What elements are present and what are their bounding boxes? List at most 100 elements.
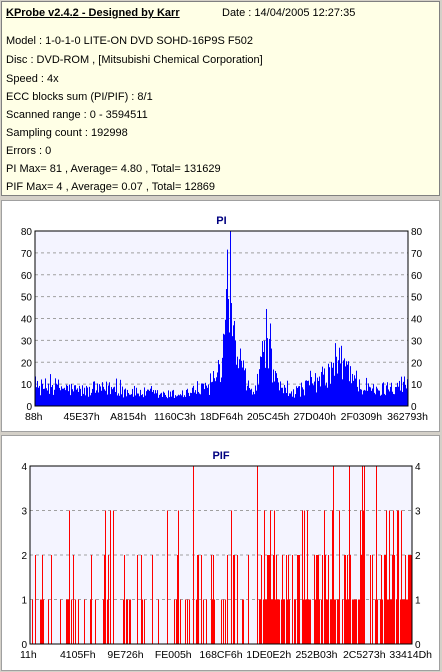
x-tick-label: 2F0309h: [341, 411, 383, 423]
data-bar: [254, 394, 255, 406]
data-bar: [389, 391, 390, 406]
data-bar: [192, 387, 193, 406]
data-bar: [266, 308, 267, 406]
data-bar: [391, 382, 392, 406]
data-bar: [64, 387, 65, 406]
data-bar: [265, 599, 266, 644]
data-bar: [78, 391, 79, 406]
data-bar: [312, 383, 313, 406]
y-tick-label-right: 0: [411, 402, 417, 413]
data-bar: [310, 599, 311, 644]
data-bar: [139, 396, 140, 406]
data-bar: [60, 390, 61, 406]
data-bar: [174, 397, 175, 406]
data-bar: [298, 555, 299, 644]
data-bar: [388, 389, 389, 406]
data-bar: [158, 397, 159, 406]
data-bar: [138, 393, 139, 406]
data-bar: [379, 390, 380, 406]
data-bar: [211, 555, 212, 644]
data-bar: [233, 325, 234, 406]
data-bar: [407, 599, 408, 644]
data-bar: [126, 396, 127, 406]
data-bar: [406, 599, 407, 644]
data-bar: [325, 555, 326, 644]
data-bar: [382, 599, 383, 644]
data-bar: [355, 599, 356, 644]
data-bar: [157, 390, 158, 406]
data-bar: [198, 555, 199, 644]
data-bar: [294, 397, 295, 406]
data-bar: [310, 370, 311, 406]
data-bar: [365, 390, 366, 406]
data-bar: [225, 599, 226, 644]
data-bar: [167, 398, 168, 406]
data-bar: [306, 380, 307, 406]
data-bar: [185, 396, 186, 406]
data-bar: [273, 369, 274, 406]
data-bar: [105, 510, 106, 644]
data-bar: [59, 387, 60, 406]
data-bar: [113, 510, 114, 644]
data-bar: [311, 377, 312, 406]
data-bar: [74, 385, 75, 406]
data-bar: [362, 466, 363, 644]
data-bar: [117, 395, 118, 406]
pif-chart: PIF 0 0 1 1 2 2 3 3 4 4 11h 4105Fh 9E726h FE005h 168CF6…: [20, 450, 432, 661]
data-bar: [329, 367, 330, 406]
data-bar: [119, 395, 120, 406]
data-bar: [371, 390, 372, 406]
y-tick-label-left: 1: [21, 596, 27, 607]
data-bar: [389, 510, 390, 644]
data-bar: [69, 384, 70, 406]
data-bar: [37, 380, 38, 406]
data-bar: [364, 389, 365, 406]
data-bar: [169, 397, 170, 406]
data-bar: [281, 599, 282, 644]
data-bar: [326, 599, 327, 644]
x-tick-label: 9E726h: [107, 649, 143, 661]
info-line-errors: Errors : 0: [6, 145, 52, 157]
data-bar: [208, 384, 209, 406]
data-bar: [144, 387, 145, 406]
data-bar: [396, 599, 397, 644]
data-bar: [270, 510, 271, 644]
data-bar: [353, 380, 354, 406]
data-bar: [110, 510, 111, 644]
data-bar: [259, 599, 260, 644]
data-bar: [321, 599, 322, 644]
data-bar: [152, 555, 153, 644]
data-bar: [36, 387, 37, 406]
data-bar: [274, 381, 275, 406]
y-tick-label-right: 70: [411, 249, 423, 260]
data-bar: [243, 599, 244, 644]
data-bar: [309, 599, 310, 644]
data-bar: [305, 380, 306, 406]
info-line-model: Model : 1-0-1-0 LITE-ON DVD SOHD-16P9S F…: [6, 35, 253, 47]
data-bar: [361, 555, 362, 644]
data-bar: [397, 510, 398, 644]
y-tick-label-right: 2: [415, 551, 421, 562]
data-bar: [166, 396, 167, 406]
data-bar: [41, 599, 42, 644]
data-bar: [159, 394, 160, 406]
data-bar: [193, 385, 194, 406]
data-bar: [305, 599, 306, 644]
data-bar: [303, 389, 304, 406]
data-bar: [186, 389, 187, 406]
data-bar: [337, 373, 338, 406]
data-bar: [270, 323, 271, 406]
data-bar: [125, 388, 126, 406]
data-bar: [189, 599, 190, 644]
data-bar: [314, 381, 315, 406]
data-bar: [397, 382, 398, 406]
data-bar: [398, 386, 399, 406]
data-bar: [307, 380, 308, 406]
data-bar: [238, 368, 239, 406]
info-panel: KProbe v2.4.2 - Designed by Karr Date : …: [1, 1, 440, 196]
x-tick-label: 1DE0E2h: [246, 649, 291, 661]
data-bar: [295, 394, 296, 406]
data-bar: [400, 390, 401, 406]
data-bar: [223, 333, 224, 406]
data-bar: [38, 387, 39, 406]
